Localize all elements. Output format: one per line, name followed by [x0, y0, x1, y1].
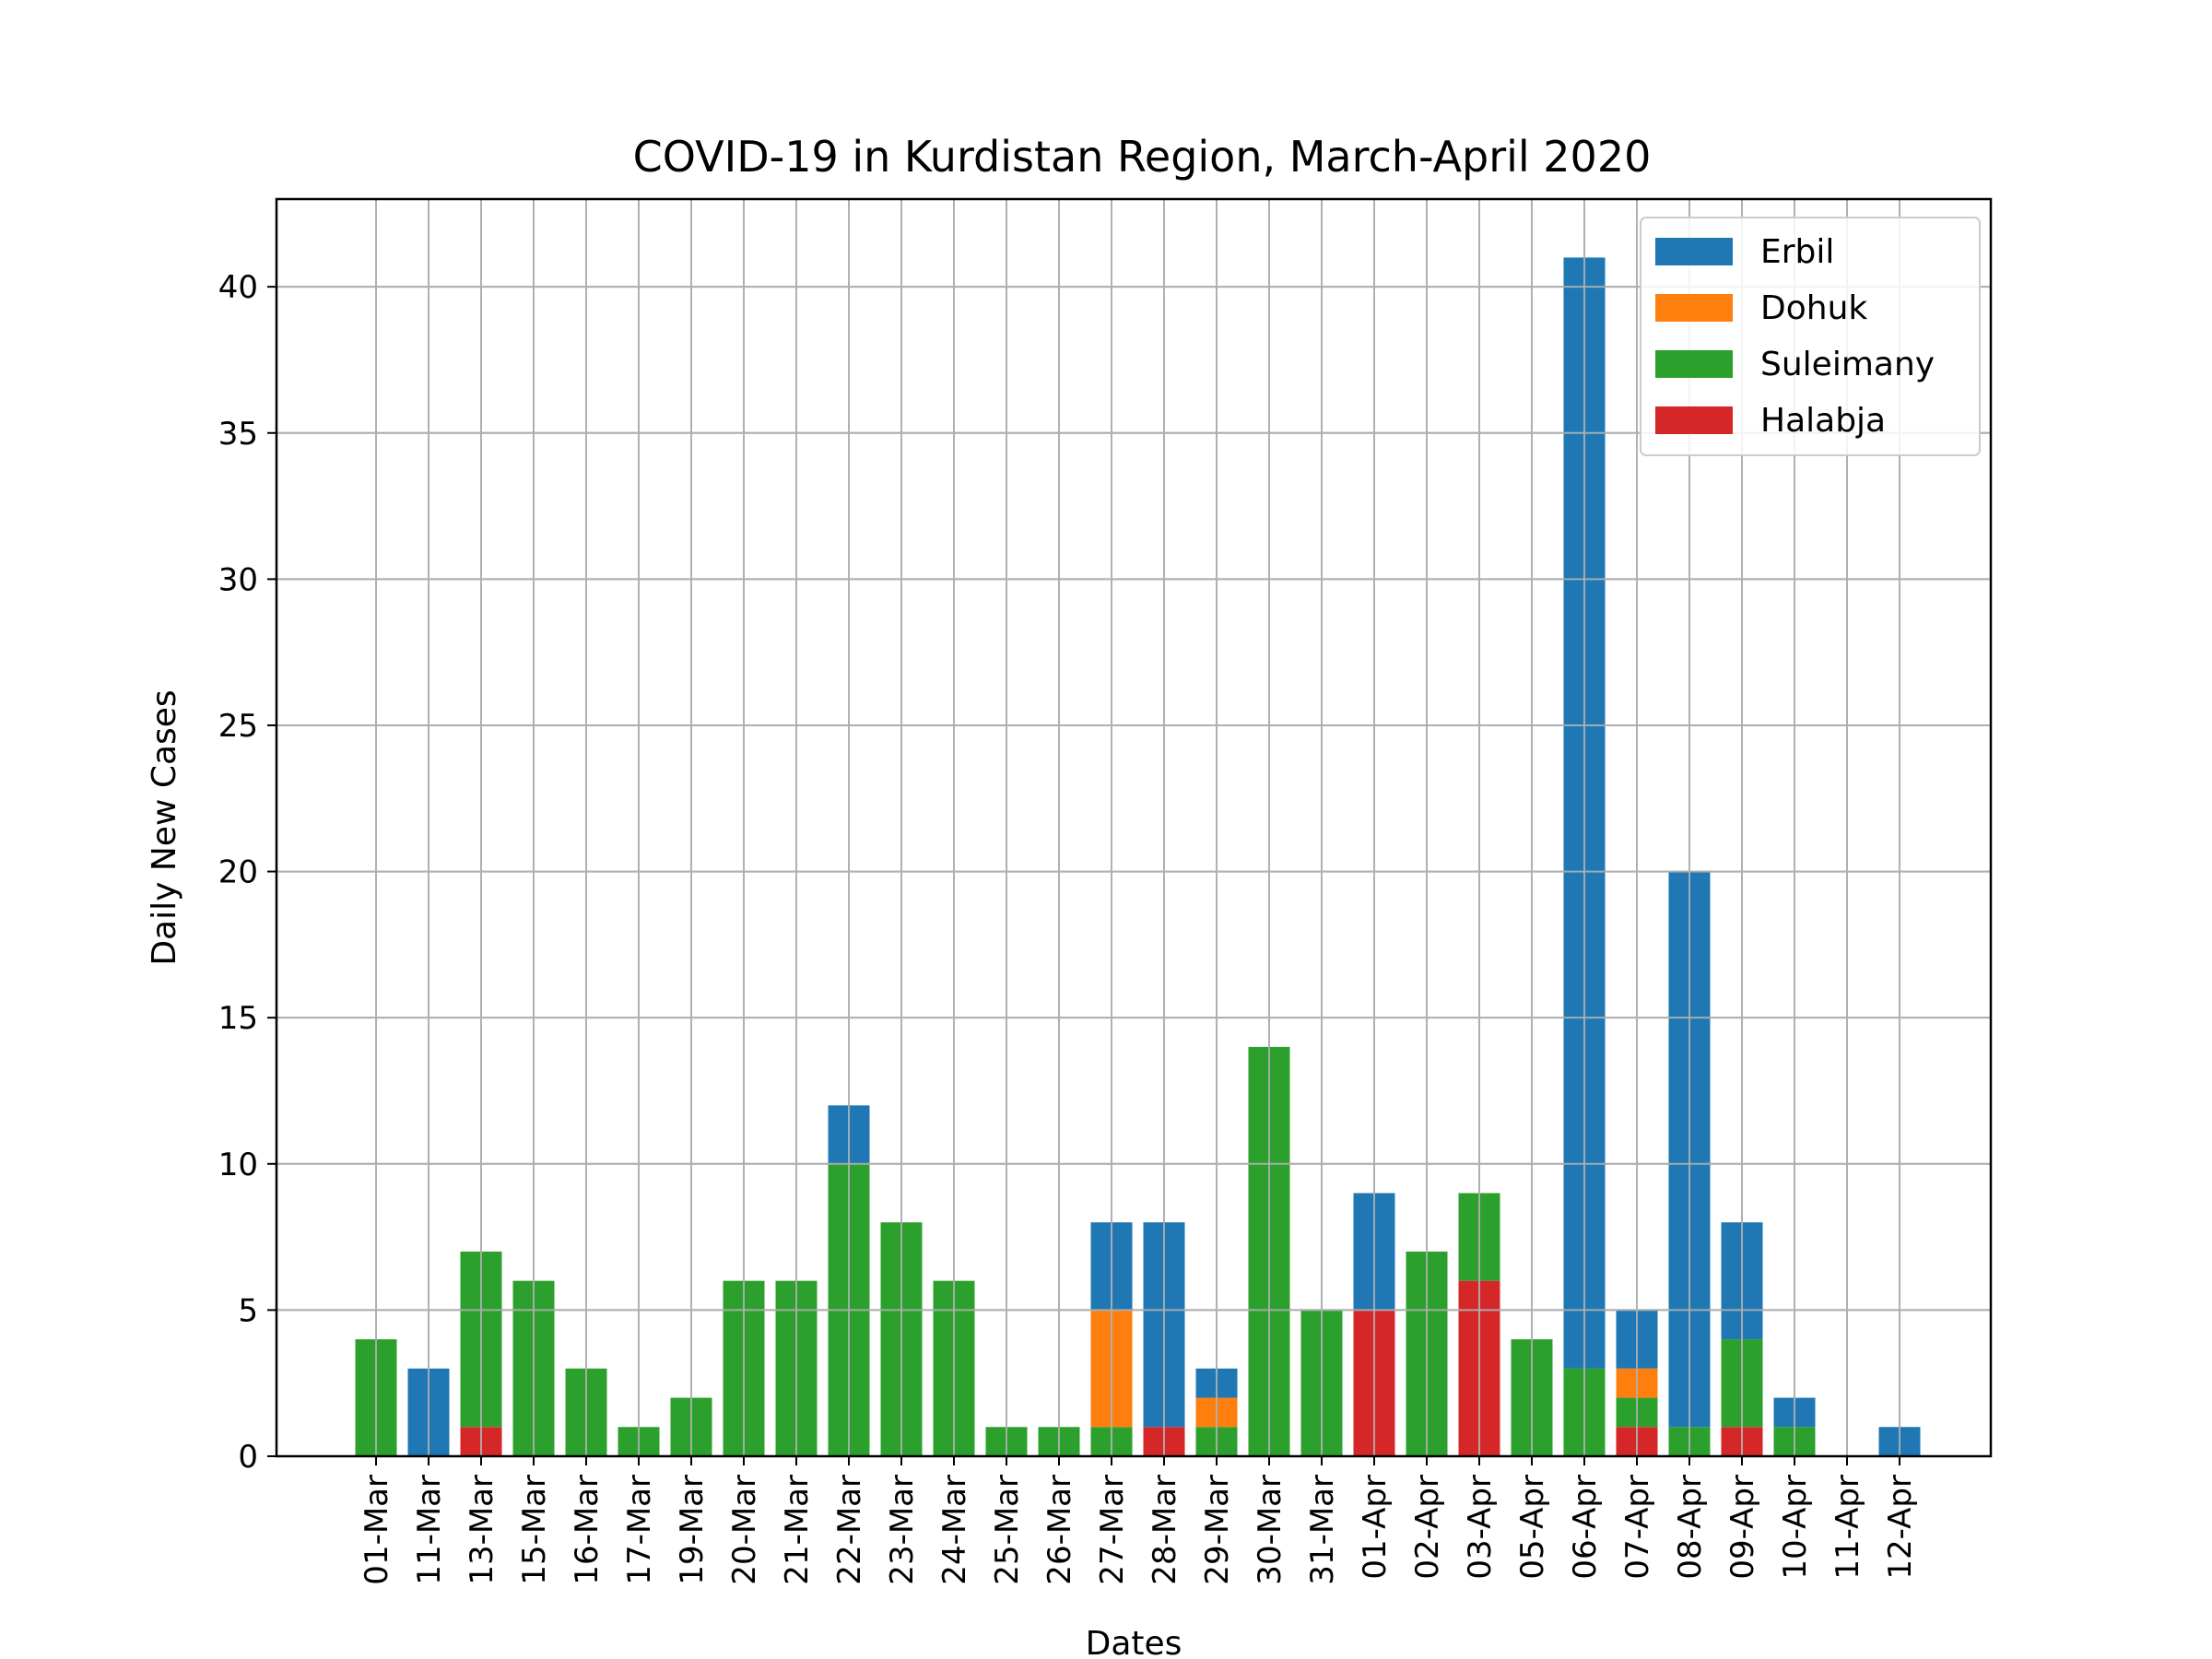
x-tick-label: 26-Mar	[1041, 1475, 1078, 1585]
x-tick-label: 20-Mar	[726, 1475, 763, 1585]
chart-title: COVID-19 in Kurdistan Region, March-Apri…	[633, 132, 1652, 182]
x-tick-label: 11-Apr	[1830, 1475, 1866, 1580]
legend-label-erbil: Erbil	[1760, 233, 1834, 271]
axes: 0 5 10 15 20 25 30 35 40 01-Mar 11-Mar 13-Mar 15-Mar…	[218, 269, 1919, 1585]
x-tick-label: 07-Apr	[1619, 1475, 1656, 1580]
x-tick-label: 09-Apr	[1724, 1475, 1761, 1580]
legend-box	[1640, 217, 1981, 456]
x-tick-label: 10-Apr	[1777, 1475, 1814, 1580]
x-tick-label: 16-Mar	[569, 1475, 606, 1585]
y-tick-label: 25	[218, 708, 258, 745]
x-tick-label: 29-Mar	[1199, 1475, 1236, 1585]
legend-swatch-dohuk	[1655, 294, 1733, 322]
x-tick-label: 01-Apr	[1357, 1475, 1394, 1580]
x-tick-label: 24-Mar	[936, 1475, 973, 1585]
y-tick-label: 20	[218, 854, 258, 891]
x-tick-label: 11-Mar	[411, 1475, 448, 1585]
y-tick-label: 30	[218, 561, 258, 598]
x-tick-label: 06-Apr	[1567, 1475, 1604, 1580]
x-tick-label: 30-Mar	[1252, 1475, 1288, 1585]
x-tick-label: 22-Mar	[831, 1475, 868, 1585]
legend-label-dohuk: Dohuk	[1760, 289, 1867, 327]
legend-swatch-erbil	[1655, 238, 1733, 265]
y-axis-label: Daily New Cases	[146, 689, 183, 965]
x-tick-label: 05-Apr	[1514, 1475, 1551, 1580]
y-tick-label: 0	[238, 1439, 258, 1476]
y-tick-label: 35	[218, 416, 258, 453]
x-tick-label: 01-Mar	[359, 1475, 395, 1585]
x-tick-label: 13-Mar	[464, 1475, 500, 1585]
x-tick-label: 27-Mar	[1094, 1475, 1131, 1585]
x-tick-label: 19-Mar	[674, 1475, 711, 1585]
x-tick-label: 25-Mar	[989, 1475, 1026, 1585]
y-tick-label: 10	[218, 1147, 258, 1183]
legend-swatch-halabja	[1655, 406, 1733, 434]
x-tick-label: 02-Apr	[1409, 1475, 1446, 1580]
x-tick-label: 21-Mar	[779, 1475, 816, 1585]
x-tick-label: 31-Mar	[1304, 1475, 1341, 1585]
y-tick-label: 15	[218, 1000, 258, 1037]
x-tick-label: 28-Mar	[1147, 1475, 1183, 1585]
x-tick-label: 17-Mar	[621, 1475, 658, 1585]
x-tick-label: 03-Apr	[1462, 1475, 1499, 1580]
x-tick-label: 23-Mar	[884, 1475, 921, 1585]
bars	[276, 199, 1991, 1457]
legend: Erbil Dohuk Suleimany Halabja	[1640, 217, 1981, 456]
y-tick-label: 5	[238, 1292, 258, 1329]
legend-label-suleimany: Suleimany	[1760, 346, 1935, 383]
legend-swatch-suleimany	[1655, 350, 1733, 378]
x-axis-label: Dates	[1086, 1625, 1182, 1659]
y-tick-label: 40	[218, 269, 258, 306]
x-tick-label: 12-Apr	[1882, 1475, 1919, 1580]
x-tick-label: 08-Apr	[1672, 1475, 1709, 1580]
x-tick-label: 15-Mar	[516, 1475, 553, 1585]
legend-label-halabja: Halabja	[1760, 402, 1886, 440]
plot-frame	[275, 197, 1993, 1458]
